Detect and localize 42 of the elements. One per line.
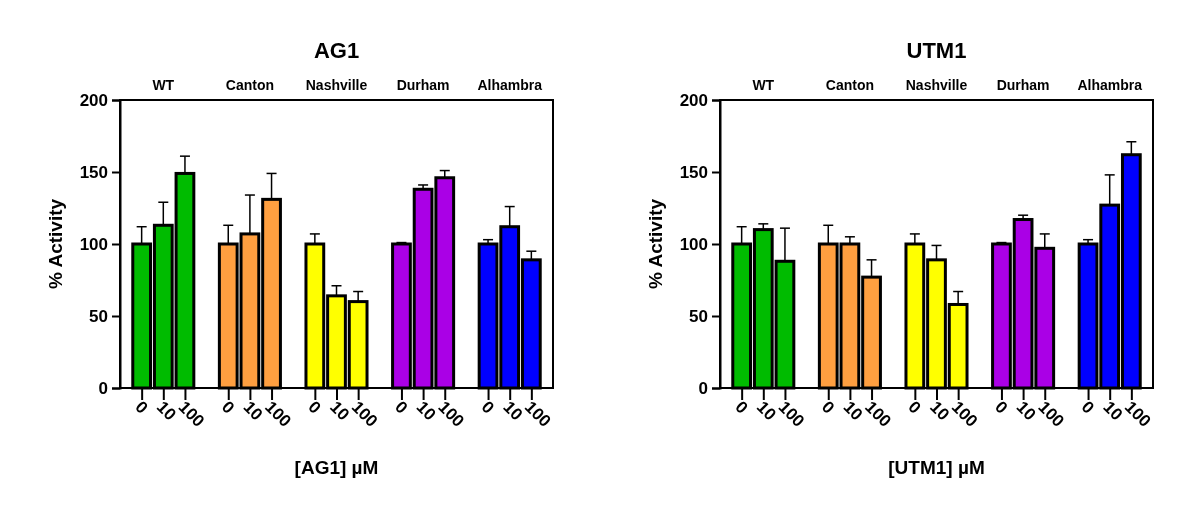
text: Alhambra bbox=[1077, 77, 1143, 93]
x-tick-label: 0 bbox=[391, 397, 412, 418]
text: WT bbox=[752, 77, 775, 93]
y-tick-label: 0 bbox=[98, 378, 108, 398]
y-axis-title: % Activity bbox=[645, 198, 666, 290]
x-tick-label: 100 bbox=[521, 397, 555, 431]
y-tick-label: 150 bbox=[79, 162, 108, 182]
chart-title: AG1 bbox=[313, 38, 360, 63]
y-tick-label: 50 bbox=[689, 306, 708, 326]
y-tick-label: 150 bbox=[679, 162, 708, 182]
x-tick-label: 0 bbox=[991, 397, 1012, 418]
text: WT bbox=[152, 77, 175, 93]
x-axis-title: [AG1] µM bbox=[294, 457, 379, 478]
text: Nashville bbox=[305, 77, 368, 93]
x-tick-label: 100 bbox=[861, 397, 895, 431]
y-tick-label: 100 bbox=[679, 234, 708, 254]
x-tick-label: 0 bbox=[217, 397, 239, 418]
x-axis-title: [UTM1] µM bbox=[888, 457, 985, 478]
y-tick-label: 0 bbox=[698, 378, 708, 398]
x-tick-label: 0 bbox=[477, 397, 498, 418]
text: Durham bbox=[996, 77, 1050, 93]
x-tick-label: 100 bbox=[434, 397, 468, 431]
text: Canton bbox=[825, 77, 875, 93]
y-tick-label: 200 bbox=[79, 90, 108, 110]
text: Canton bbox=[225, 77, 275, 93]
text: Alhambra bbox=[477, 77, 543, 93]
text: Nashville bbox=[905, 77, 968, 93]
y-tick-label: 50 bbox=[89, 306, 108, 326]
chart-title: UTM1 bbox=[906, 38, 967, 63]
x-tick-label: 0 bbox=[131, 397, 152, 418]
x-tick-label: 100 bbox=[1121, 397, 1155, 431]
x-tick-label: 0 bbox=[731, 397, 752, 418]
x-tick-label: 0 bbox=[304, 397, 325, 418]
y-tick-label: 200 bbox=[679, 90, 708, 110]
text: Durham bbox=[396, 77, 450, 93]
x-tick-label: 100 bbox=[261, 397, 295, 431]
y-axis-title: % Activity bbox=[45, 198, 66, 290]
y-tick-label: 100 bbox=[79, 234, 108, 254]
x-tick-label: 0 bbox=[1077, 397, 1098, 418]
x-tick-label: 0 bbox=[904, 397, 925, 418]
x-tick-label: 100 bbox=[1034, 397, 1068, 431]
x-tick-label: 0 bbox=[817, 397, 839, 418]
